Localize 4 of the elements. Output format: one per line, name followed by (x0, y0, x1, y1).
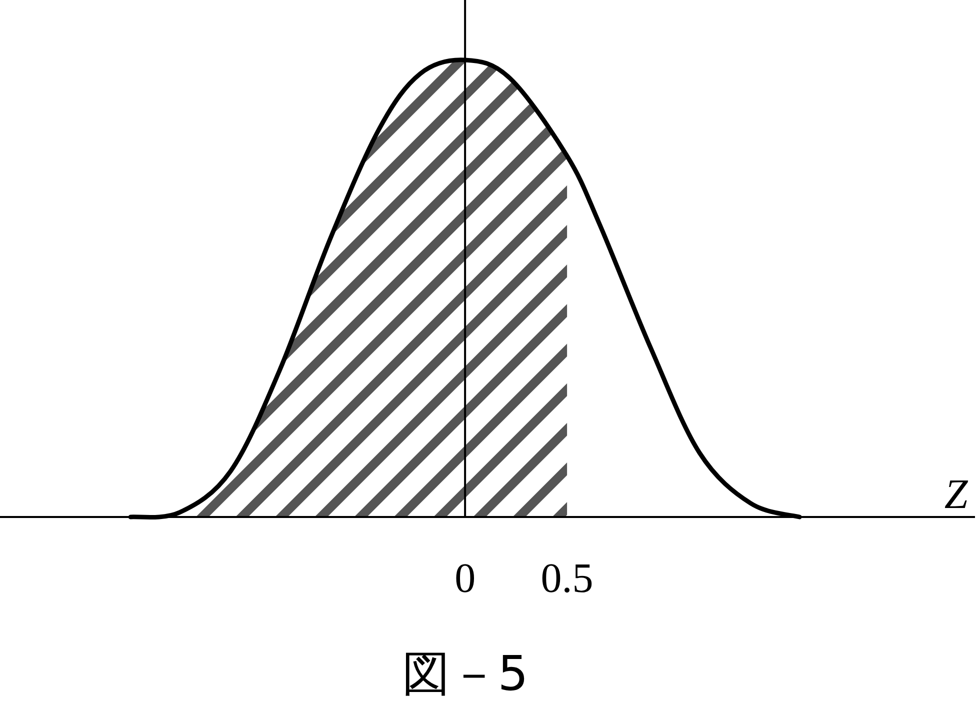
text: 図－5 (402, 646, 528, 702)
x-tick-label: 0.5 (540, 556, 594, 602)
x-axis-title: Z (944, 472, 968, 518)
x-tick-label: 0 (454, 556, 476, 602)
